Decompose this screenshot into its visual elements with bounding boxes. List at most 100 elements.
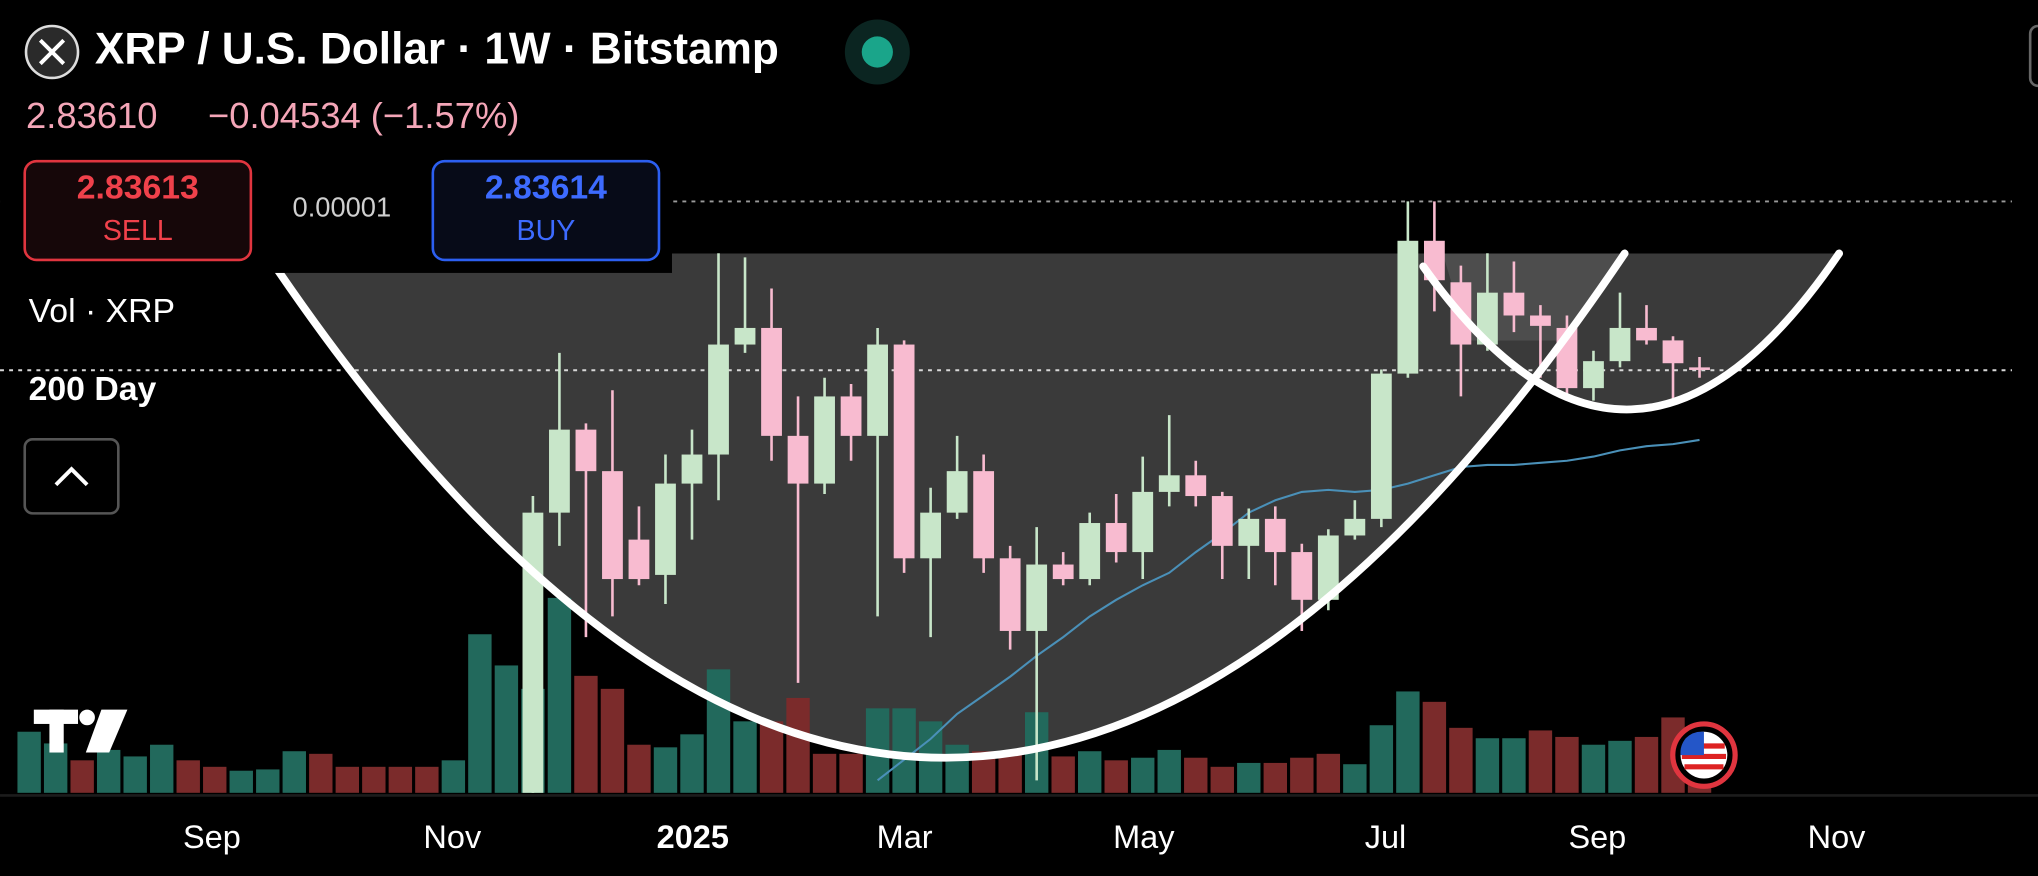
collapse-button[interactable] [23,438,120,515]
volume-bar [1555,736,1579,793]
candle-body [602,471,623,580]
x-tick-label: Nov [423,819,482,855]
volume-bar [971,751,996,793]
volume-bar [627,744,651,793]
candle-body [1583,361,1604,389]
candle-body [787,435,809,484]
flag-canton [1680,731,1704,756]
symbol-logo-x [38,38,66,66]
sell-button[interactable] [23,159,253,262]
volume-bar [812,753,837,793]
volume-bar [1316,753,1341,793]
ma-line [876,438,1700,782]
volume-bar [653,747,678,793]
volume-bar [1131,757,1155,793]
x-tick-label: Sep [1568,819,1626,855]
volume-bar [1157,749,1181,793]
volume-bar [786,697,810,793]
candle-body [1530,315,1551,326]
tv-logo [33,709,128,753]
volume-bar [282,751,306,793]
volume-bar [309,753,333,793]
sell-price: 2.83613 [77,169,199,207]
candle-body [840,396,862,436]
candle-body [1105,523,1127,553]
volume-bar [1449,727,1473,793]
candle-body [1238,518,1260,546]
volume-bar [441,760,466,793]
candle-body [1689,367,1710,370]
candle-body [1185,475,1207,497]
candle-body [1079,523,1101,580]
volume-legend: Vol · XRP [29,292,175,330]
volume-bar [96,749,121,793]
candle-body [1132,491,1154,553]
volume-bar [839,753,863,793]
volume-bar [1475,738,1500,793]
volume-bar [1343,764,1367,793]
volume-bar [733,721,757,793]
candle-body [1026,564,1048,631]
volume-bar [1634,736,1659,793]
volume-bar [1502,738,1526,793]
symbol-title: XRP / U.S. Dollar · 1W · Bitstamp [95,25,779,74]
candle-body [655,483,676,575]
candle-body [1662,340,1684,364]
volume-bar [123,756,147,793]
buy-price: 2.83614 [485,169,607,207]
candle-body [1609,327,1631,362]
volume-bar [415,766,439,793]
x-tick-label: May [1113,819,1175,855]
candle-body [946,471,968,513]
candle-body [1317,535,1339,600]
volume-bar [945,744,969,793]
volume-bar [494,665,519,793]
volume-bar [70,760,94,793]
volume-bar [1608,740,1632,793]
candle-body [973,471,995,559]
volume-bar [203,766,227,793]
volume-bar [706,669,731,793]
x-tick-label: Nov [1808,819,1867,855]
candle-body [814,396,835,484]
candle-body [1291,552,1313,600]
candle-body [681,454,703,484]
volume-bar [43,743,68,793]
volume-bar [150,744,174,793]
volume-bar [1078,751,1102,793]
volume-bar [1290,757,1314,793]
candle-body [734,327,756,345]
tv-logo-part [79,709,95,726]
cup-drawing [262,249,1629,762]
x-tick-label: Sep [183,819,241,855]
candle-body [1636,327,1657,341]
volume-bar [1210,766,1234,793]
candle-body [1158,475,1180,492]
last-price: 2.83610 [26,95,158,136]
candle-body [708,344,729,455]
tv-logo-part [85,709,128,753]
chevron-icon [54,466,89,487]
volume-bar [574,675,598,793]
candle-body [920,512,942,559]
volume-bar [998,751,1022,793]
volume-bar [17,731,41,793]
volume-bar [1263,762,1287,793]
volume-bar [229,770,253,793]
volume-bar [468,634,492,793]
volume-bar [1528,730,1553,793]
candle-body [761,327,782,436]
event-flag[interactable] [1670,721,1738,789]
volume-bar [1396,691,1420,793]
volume-bar [892,708,916,793]
volume-bar [1104,760,1128,793]
volume-bar [388,766,413,793]
buy-button[interactable] [431,159,661,262]
candle-body [1397,240,1419,374]
volume-bar [1581,744,1606,793]
sell-label: SELL [103,215,173,247]
buy-label: BUY [517,215,576,247]
price-change: −0.04534 (−1.57%) [208,95,519,136]
volume-bar [759,721,784,793]
